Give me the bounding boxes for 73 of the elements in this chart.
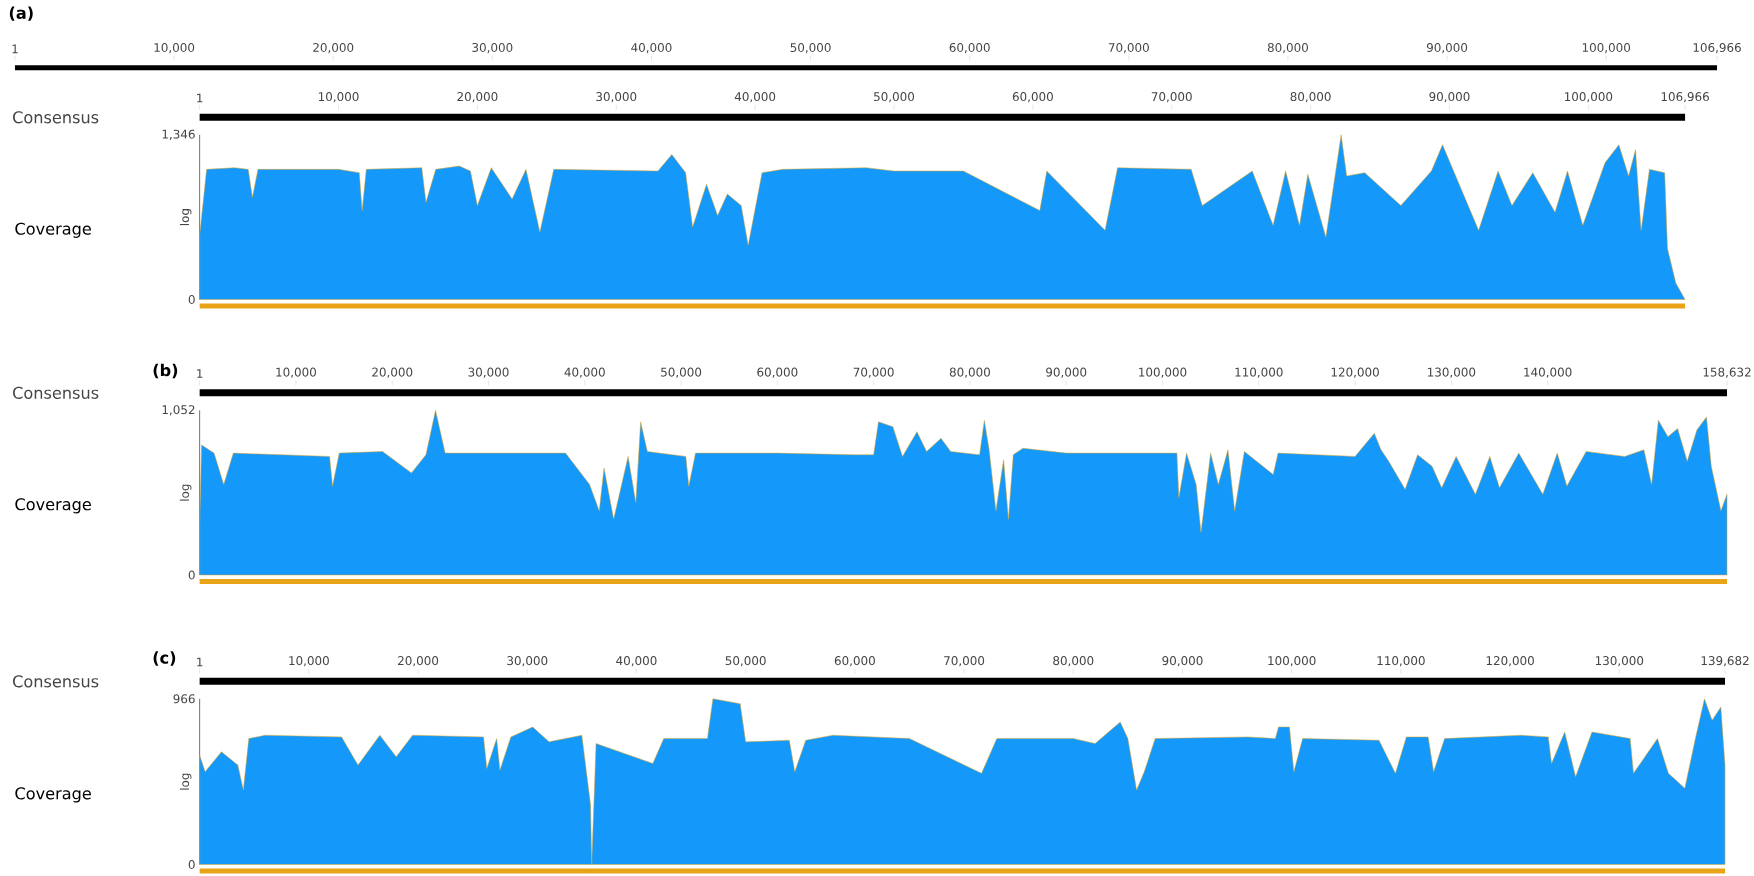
chart-title: (c) [153, 651, 176, 666]
text: 0 [188, 294, 195, 304]
x-tick-label: 10,000 [276, 367, 316, 378]
text: log [179, 208, 192, 225]
x-tick-label: 70,000 [853, 367, 894, 378]
x2-tick-label: 100,000 [1582, 42, 1631, 53]
y-axis-title: Coverage [15, 222, 91, 238]
y-axis-title: Coverage [15, 497, 91, 514]
x2-tick-label: 1 [12, 44, 18, 53]
x-tick-label: 40,000 [564, 367, 605, 378]
x-tick-label: 90,000 [1429, 91, 1470, 103]
x-tick-label: 20,000 [398, 655, 439, 667]
text: log [179, 773, 192, 790]
x-tick-label: 110,000 [1377, 655, 1425, 667]
x2-tick-label: 70,000 [1108, 42, 1149, 53]
text: 1,052 [162, 404, 195, 416]
x-tick-label: 90,000 [1162, 655, 1203, 667]
x-tick-label: 20,000 [372, 367, 413, 378]
x-tick-label: 130,000 [1595, 655, 1644, 667]
x2-tick-label: 60,000 [949, 42, 990, 53]
x2-tick-label: 30,000 [472, 42, 513, 53]
x2-tick-label: 10,000 [154, 42, 195, 53]
x-tick-label: 80,000 [949, 367, 990, 378]
chart-title: (b) [153, 363, 178, 379]
x-tick-label: 140,000 [1524, 367, 1572, 378]
y-axis-title: Coverage [15, 786, 91, 803]
x-tick-label: 50,000 [725, 655, 766, 667]
x2-tick-label: 80,000 [1267, 42, 1309, 53]
x-tick-label: 100,000 [1268, 655, 1316, 667]
x2-tick-label: 40,000 [631, 42, 672, 53]
x-tick-label: 60,000 [757, 367, 798, 378]
x-tick-label: 1 [197, 368, 203, 378]
text: Consensus [13, 386, 99, 399]
text: 0 [188, 570, 195, 580]
x-tick-label: 40,000 [616, 655, 657, 667]
x-tick-label: 30,000 [596, 91, 637, 103]
x2-tick-label: 106,966 [1693, 42, 1741, 53]
x-tick-label: 120,000 [1331, 367, 1379, 378]
x-tick-label: 1 [197, 93, 203, 103]
x-tick-label: 50,000 [661, 367, 702, 378]
x-tick-label: 60,000 [834, 655, 875, 667]
text: Consensus [13, 674, 99, 688]
x-tick-label: 10,000 [318, 91, 359, 103]
x2-tick-label: 90,000 [1426, 42, 1468, 53]
x-tick-label: 100,000 [1564, 91, 1613, 103]
x2-tick-label: 20,000 [313, 42, 354, 53]
text: 0 [188, 859, 195, 869]
x-tick-label: 100,000 [1139, 367, 1187, 378]
x-tick-label: 80,000 [1290, 91, 1331, 103]
x2-tick-label: 50,000 [790, 42, 831, 53]
text: log [179, 484, 192, 501]
x-tick-label: 70,000 [1151, 91, 1192, 103]
x-tick-label: 130,000 [1427, 367, 1476, 378]
x-tick-label: 110,000 [1235, 367, 1283, 378]
x-tick-label: 1 [197, 657, 203, 667]
x-tick-label: 106,966 [1661, 91, 1709, 103]
x-tick-label: 139,682 [1701, 655, 1749, 667]
x-tick-label: 10,000 [289, 655, 329, 667]
x-tick-label: 70,000 [944, 655, 985, 667]
x-tick-label: 30,000 [507, 655, 548, 667]
x-tick-label: 158,632 [1703, 367, 1751, 378]
x-tick-label: 80,000 [1053, 655, 1094, 667]
text: Consensus [13, 110, 99, 124]
text: 1,346 [162, 129, 195, 140]
x-tick-label: 20,000 [457, 91, 498, 103]
text: (a) [9, 6, 33, 21]
text: 966 [173, 694, 195, 704]
x-tick-label: 120,000 [1486, 655, 1534, 667]
x-tick-label: 30,000 [468, 367, 509, 378]
x-tick-label: 90,000 [1046, 367, 1087, 378]
x-tick-label: 50,000 [874, 91, 915, 103]
x-tick-label: 60,000 [1012, 91, 1053, 103]
x-tick-label: 40,000 [734, 91, 776, 103]
